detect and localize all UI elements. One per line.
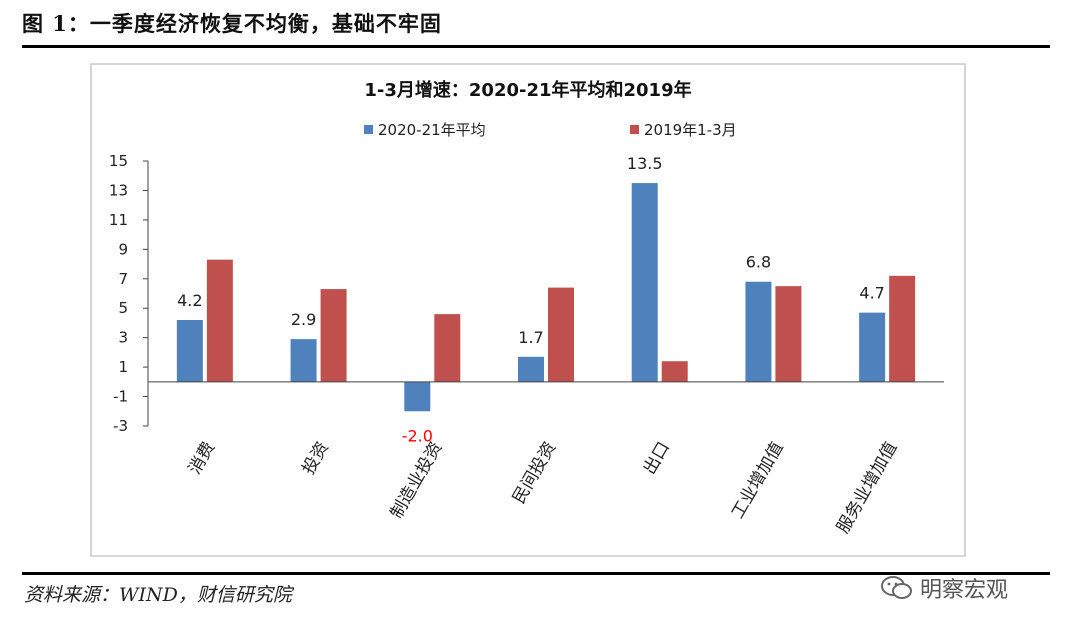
data-label: 1.7 [518,328,543,347]
bar-series-1 [859,312,886,382]
bar-series-2 [889,275,916,382]
y-tick-label: 7 [118,270,128,288]
watermark-text: 明察宏观 [920,578,1009,603]
legend-swatch-series-2 [630,125,639,134]
bottom-rule [22,572,1050,575]
chart-title: 1-3月增速：2020-21年平均和2019年 [364,79,691,101]
x-tick-label: 服务业增加值 [833,439,901,537]
legend-label-series-2: 2019年1-3月 [644,121,737,139]
bar-series-1 [404,381,431,412]
data-label: 4.7 [859,284,884,303]
source-note: 资料来源：WIND，财信研究院 [24,584,292,606]
y-tick-label: -1 [113,388,128,406]
x-tick-label: 民间投资 [509,439,560,508]
x-tick-label: 投资 [299,439,333,478]
data-label: -2.0 [402,426,433,445]
legend-swatch-series-1 [364,125,373,134]
bar-series-2 [320,289,347,382]
top-rule [22,45,1050,48]
x-tick-label: 出口 [640,439,674,478]
y-tick-label: 1 [118,358,128,376]
bar-series-1 [631,183,658,382]
x-tick-label: 工业增加值 [728,439,788,523]
data-label: 13.5 [627,154,663,173]
data-label: 2.9 [291,310,316,329]
bar-series-2 [548,287,574,382]
y-tick-label: 9 [118,240,128,258]
y-tick-label: 13 [109,181,128,199]
y-tick-label: -3 [113,417,128,435]
bar-series-2 [775,286,802,382]
data-labels: 4.2 2.9 -2.0 1.7 13.5 6.8 4.7 [177,154,885,445]
y-tick-label: 5 [118,299,128,317]
wechat-icon [881,576,912,599]
bars [176,183,916,412]
bar-series-2 [206,259,233,382]
legend-label-series-1: 2020-21年平均 [378,121,486,139]
y-tick-label: 15 [109,152,128,170]
bar-series-1 [176,320,203,382]
watermark: 明察宏观 [880,572,1008,604]
bar-series-1 [518,356,544,382]
y-tick-label: 11 [109,211,128,229]
x-tick-label: 消费 [185,439,219,478]
x-tick-label: 制造业投资 [387,439,447,523]
data-label: 4.2 [177,291,202,310]
x-axis: 消费 投资 制造业投资 民间投资 出口 工业增加值 服务业增加值 [148,381,944,537]
bar-series-2 [661,361,688,382]
y-tick-label: 3 [118,329,128,347]
bar-series-1 [745,281,772,382]
data-label: 6.8 [746,253,771,272]
figure-title: 图 1：一季度经济恢复不均衡，基础不牢固 [22,11,442,36]
y-axis: 15 13 11 9 7 5 3 1 -1 -3 [109,152,149,435]
chart-frame [90,63,966,557]
bar-series-1 [290,339,317,382]
bar-series-2 [434,314,461,382]
